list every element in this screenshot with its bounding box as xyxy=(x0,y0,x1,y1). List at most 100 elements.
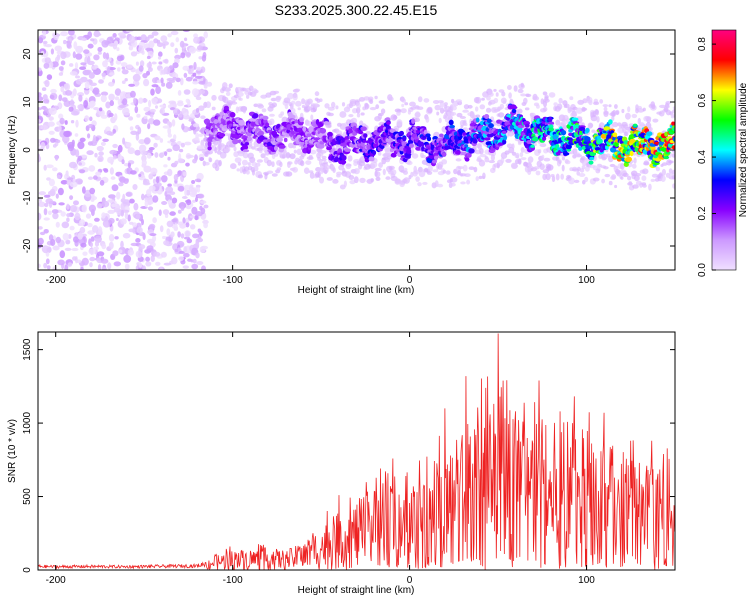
ridge-cell xyxy=(548,127,555,132)
noise-cell xyxy=(197,145,205,150)
noise-cell xyxy=(152,77,159,84)
halo-cell xyxy=(401,98,406,103)
ridge-cell xyxy=(425,133,431,137)
halo-cell xyxy=(493,97,499,104)
noise-cell xyxy=(195,196,198,202)
ridge-cell xyxy=(484,137,491,141)
noise-cell xyxy=(75,119,79,128)
halo-cell xyxy=(455,158,462,162)
halo-cell xyxy=(450,182,456,187)
halo-cell xyxy=(661,168,667,176)
ridge-cell xyxy=(372,150,377,155)
halo-cell xyxy=(319,176,324,184)
halo-cell xyxy=(324,165,331,170)
noise-cell xyxy=(127,162,131,168)
noise-cell xyxy=(71,110,79,116)
halo-cell xyxy=(324,169,328,175)
ridge-cell xyxy=(484,114,490,119)
noise-cell xyxy=(195,241,200,248)
noise-cell xyxy=(146,62,152,69)
noise-cell xyxy=(92,89,99,94)
halo-cell xyxy=(533,166,540,170)
noise-cell xyxy=(200,115,206,119)
noise-cell xyxy=(197,228,202,233)
ridge-cell xyxy=(612,132,618,138)
noise-cell xyxy=(192,123,200,128)
halo-cell xyxy=(214,165,220,171)
snr-panel: -200 -100 0 100 0 500 1000 1500 Height of stra… xyxy=(7,331,676,596)
noise-cell xyxy=(38,111,41,117)
ridge-cell xyxy=(444,145,451,150)
halo-cell xyxy=(665,101,671,105)
noise-cell xyxy=(101,243,107,250)
halo-cell xyxy=(438,117,442,124)
ridge-cell xyxy=(581,145,586,150)
noise-cell xyxy=(140,150,147,156)
noise-cell xyxy=(177,221,184,226)
noise-cell xyxy=(74,62,79,70)
noise-cell xyxy=(181,196,188,199)
halo-cell xyxy=(236,168,240,172)
noise-cell xyxy=(120,202,126,211)
noise-cell xyxy=(192,258,197,264)
halo-cell xyxy=(621,121,628,127)
halo-cell xyxy=(309,172,315,179)
noise-cell xyxy=(174,248,179,253)
noise-cell xyxy=(196,186,201,193)
halo-cell xyxy=(234,157,242,164)
halo-cell xyxy=(366,104,370,109)
noise-cell xyxy=(112,250,119,257)
noise-cell xyxy=(197,193,205,199)
noise-cell xyxy=(124,263,130,270)
noise-cell xyxy=(126,64,133,69)
noise-cell xyxy=(96,251,105,257)
halo-cell xyxy=(539,163,545,170)
noise-cell xyxy=(197,133,204,137)
halo-cell xyxy=(570,111,578,118)
halo-cell xyxy=(476,156,482,162)
ridge-cell xyxy=(350,144,356,148)
halo-cell xyxy=(228,83,233,89)
halo-cell xyxy=(421,154,426,159)
noise-cell xyxy=(100,114,108,119)
halo-cell xyxy=(621,108,625,114)
halo-cell xyxy=(560,173,564,180)
noise-cell xyxy=(165,186,174,194)
halo-cell xyxy=(230,101,238,105)
noise-cell xyxy=(120,218,127,225)
noise-cell xyxy=(68,106,74,112)
noise-cell xyxy=(151,84,159,88)
noise-cell xyxy=(90,100,96,107)
noise-cell xyxy=(93,107,99,111)
halo-cell xyxy=(417,106,424,110)
noise-cell xyxy=(177,109,181,115)
halo-cell xyxy=(543,98,550,103)
noise-cell xyxy=(80,62,87,66)
noise-cell xyxy=(72,88,77,97)
halo-cell xyxy=(502,100,507,104)
noise-cell xyxy=(135,133,140,141)
halo-cell xyxy=(417,96,423,103)
noise-cell xyxy=(163,262,172,266)
noise-cell xyxy=(111,184,119,192)
noise-cell xyxy=(38,191,47,196)
halo-cell xyxy=(287,161,293,165)
noise-cell xyxy=(83,49,90,54)
halo-cell xyxy=(288,142,294,149)
ridge-cell xyxy=(341,155,347,161)
noise-cell xyxy=(170,30,179,36)
noise-cell xyxy=(153,119,161,126)
halo-cell xyxy=(206,150,214,155)
ridge-cell xyxy=(665,151,671,155)
halo-cell xyxy=(205,101,211,109)
noise-cell xyxy=(107,262,112,270)
noise-cell xyxy=(185,51,191,58)
halo-cell xyxy=(652,118,659,123)
noise-cell xyxy=(134,149,141,156)
noise-cell xyxy=(52,245,60,251)
noise-cell xyxy=(52,266,58,270)
noise-cell xyxy=(38,95,44,102)
halo-cell xyxy=(475,96,482,104)
noise-cell xyxy=(93,32,102,37)
